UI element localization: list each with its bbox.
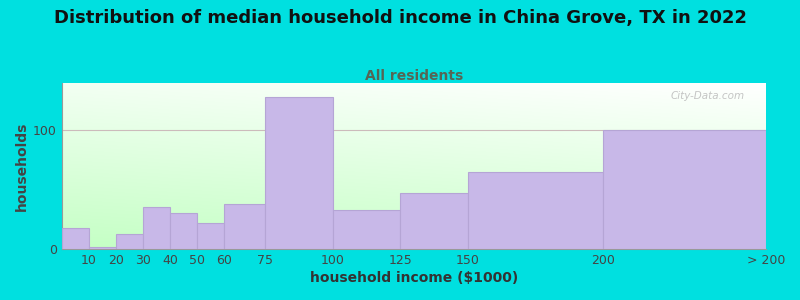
Bar — [62, 228, 89, 249]
Bar — [400, 193, 468, 249]
Bar — [333, 210, 400, 249]
Text: City-Data.com: City-Data.com — [670, 91, 745, 101]
Y-axis label: households: households — [15, 121, 29, 211]
Bar — [468, 172, 603, 249]
Bar — [89, 247, 116, 249]
Text: Distribution of median household income in China Grove, TX in 2022: Distribution of median household income … — [54, 9, 746, 27]
X-axis label: household income ($1000): household income ($1000) — [310, 271, 518, 285]
Bar — [170, 213, 198, 249]
Bar — [116, 234, 143, 249]
Bar — [198, 223, 224, 249]
Bar — [265, 97, 333, 249]
Title: All residents: All residents — [365, 69, 463, 83]
Bar — [603, 130, 766, 249]
Bar — [143, 208, 170, 249]
Bar — [224, 204, 265, 249]
